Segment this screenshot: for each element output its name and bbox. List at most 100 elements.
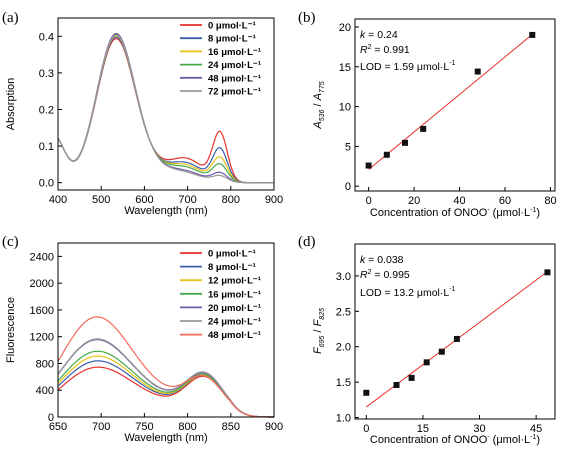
ann-r-label-b: R (360, 44, 368, 56)
ann-k-label-d: k (360, 254, 366, 266)
y-label-2-sub-d: 825 (319, 308, 326, 320)
ratio-f-data-point (408, 374, 415, 381)
ratio-a-x-tick-label: 40 (453, 195, 465, 207)
x-label-close-d: ) (536, 434, 540, 446)
plot-frame-a (57, 17, 275, 191)
x-label-sup-b: - (487, 207, 490, 214)
legend-label: 12 μmol·L⁻¹ (208, 276, 261, 287)
fluorescence-series-line (57, 316, 274, 418)
fluorescence-y-tick-label: 2400 (30, 251, 54, 263)
y-axis-label-c: Fluorescence (5, 297, 17, 363)
ratio-a-data-point (474, 68, 481, 75)
x-label-sup-d: - (487, 434, 490, 441)
absorption-y-tick-label: 0.3 (39, 68, 54, 80)
ratio-f-x-tick-label: 0 (363, 423, 369, 435)
ann-lod-sup-d: -1 (449, 286, 455, 293)
legend-label: 16 μmol·L⁻¹ (208, 47, 261, 58)
y-label-1-d: F (312, 346, 324, 354)
ratio-f-data-point (453, 335, 460, 342)
fluorescence-x-tick-label: 900 (265, 421, 283, 433)
x-axis-label-b: Concentration of ONOO- (μmol·L-1) (370, 207, 540, 219)
fluorescence-x-tick-label: 850 (222, 421, 240, 433)
x-label-unit-sup-d: -1 (530, 434, 536, 441)
annotation-k-d: k = 0.038 (360, 254, 404, 266)
ratio-a-x-tick-label: 60 (499, 195, 511, 207)
x-axis-label-a: Wavelength (nm) (124, 205, 207, 217)
fluorescence-x-tick-label: 700 (92, 421, 110, 433)
ann-r-sup-b: 2 (368, 44, 372, 51)
ann-r-value-b: = 0.991 (372, 44, 410, 56)
panel-label-b: (b) (298, 10, 316, 26)
fluorescence-series-line (57, 350, 274, 418)
ann-r-value-d: = 0.995 (372, 269, 410, 281)
points-d (363, 269, 551, 396)
fluorescence-y-tick-label: 0 (48, 412, 54, 424)
absorption-y-tick-label: 0.2 (39, 104, 54, 116)
y-axis-label-a: Absorption (5, 78, 17, 131)
absorption-x-tick-label: 700 (178, 194, 196, 206)
fluorescence-series-line (57, 339, 274, 418)
absorption-x-tick-label: 900 (265, 194, 283, 206)
legend-label: 72 μmol·L⁻¹ (208, 87, 261, 98)
ratio-f-y-tick-label: 3.0 (336, 271, 351, 283)
legend-label: 16 μmol·L⁻¹ (208, 289, 261, 300)
panel-label-d: (d) (298, 234, 316, 250)
fluorescence-series-line (57, 355, 274, 418)
y-label-sep-b: / (312, 100, 324, 109)
plot-frame-c (57, 242, 275, 418)
x-label-main-b: Concentration of ONOO (370, 207, 488, 219)
panel-label-a: (a) (2, 10, 19, 26)
absorption-x-tick-label: 500 (92, 194, 110, 206)
y-label-2-d: F (312, 318, 324, 326)
absorption-y-tick-label: 0.4 (39, 31, 54, 43)
fluorescence-chart: 650 700 750 800 850 900 0 400 800 1200 1600 2000 240… (5, 242, 283, 444)
absorption-ticks: 400 500 600 700 800 900 0.0 0.1 0.2 0.3 0.4 (39, 31, 283, 206)
x-label-main-d: Concentration of ONOO (370, 434, 488, 446)
y-axis-label-d: F695 / F825 (312, 308, 326, 354)
fluorescence-legend: 0 μmol·L⁻¹ 8 μmol·L⁻¹ 12 μmol·L⁻¹ 16 μmol·L… (180, 249, 261, 341)
legend-label: 24 μmol·L⁻¹ (208, 60, 261, 71)
ann-k-value-d: = 0.038 (365, 254, 403, 266)
y-label-sep-d: / (312, 326, 324, 335)
x-label-unit-d: (μmol·L (493, 434, 531, 446)
y-label-2-sub-b: 775 (319, 81, 326, 93)
ratio-f-data-point (438, 348, 445, 355)
fluorescence-series-line (57, 338, 274, 418)
absorption-x-tick-label: 400 (49, 194, 67, 206)
fluorescence-y-tick-label: 2000 (30, 278, 54, 290)
ratio-a-y-tick-label: 0 (345, 181, 351, 193)
ratio-f-x-tick-label: 45 (530, 423, 542, 435)
ratio-a-y-tick-label: 15 (339, 62, 351, 74)
absorption-chart: 400 500 600 700 800 900 0.0 0.1 0.2 0.3 0.4 0 μmol… (5, 17, 283, 217)
plot-frame-b (354, 18, 556, 192)
legend-label: 48 μmol·L⁻¹ (208, 73, 261, 84)
ratio-a-x-tick-label: 20 (408, 195, 420, 207)
ratio-absorption-chart: 0 20 40 60 80 0 5 10 15 20 k = 0.24 R2 = 0.991 LO… (312, 18, 557, 219)
legend-label: 48 μmol·L⁻¹ (208, 330, 261, 341)
ann-r-label-d: R (360, 269, 368, 281)
fluorescence-x-tick-label: 750 (135, 421, 153, 433)
ann-lod-b: LOD = 1.59 μmol·L (360, 61, 449, 73)
legend-label: 24 μmol·L⁻¹ (208, 317, 261, 328)
legend-label: 20 μmol·L⁻¹ (208, 303, 261, 314)
ratio-a-data-point (402, 139, 408, 146)
ratio-a-y-tick-label: 10 (339, 102, 351, 114)
ticks-d: 0 15 30 45 1.0 1.5 2.0 2.5 3.0 (336, 271, 543, 435)
absorption-x-tick-label: 600 (135, 194, 153, 206)
ratio-f-x-tick-label: 15 (417, 423, 429, 435)
ratio-f-y-tick-label: 1.5 (336, 377, 351, 389)
fluorescence-curves (57, 316, 274, 418)
ann-lod-d: LOD = 13.2 μmol·L (360, 287, 449, 299)
y-label-1-sub-d: 695 (319, 335, 326, 347)
ratio-f-y-tick-label: 2.5 (336, 306, 351, 318)
ratio-a-data-point (365, 162, 372, 169)
fluorescence-x-tick-label: 800 (178, 421, 196, 433)
x-label-unit-b: (μmol·L (493, 207, 531, 219)
absorption-x-tick-label: 800 (222, 194, 240, 206)
ratio-f-y-tick-label: 1.0 (336, 413, 351, 425)
absorption-legend: 0 μmol·L⁻¹ 8 μmol·L⁻¹ 16 μmol·L⁻¹ 24 μmol·L… (180, 21, 261, 98)
x-axis-label-d: Concentration of ONOO- (μmol·L-1) (370, 434, 540, 446)
fit-line-b (368, 32, 535, 170)
plot-frame-d (354, 243, 556, 420)
